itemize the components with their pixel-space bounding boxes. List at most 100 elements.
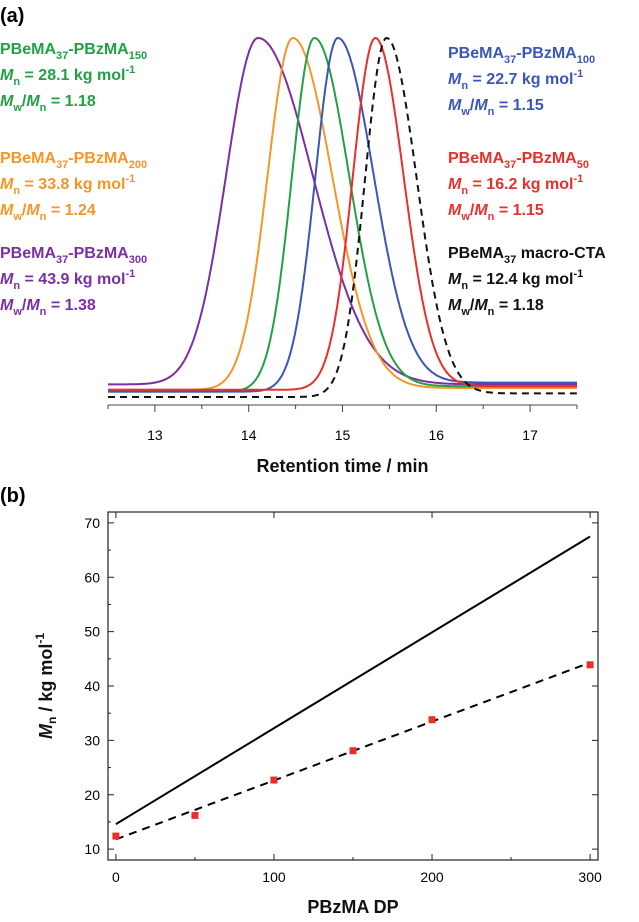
mn-exp: -1 [573, 173, 583, 185]
annotation-mn: Mn = 22.7 kg mol-1 [448, 68, 583, 92]
mn-symbol-sub: n [13, 185, 20, 197]
mn-exp: -1 [573, 268, 583, 280]
slash: / [470, 97, 475, 114]
x-tick-label: 200 [420, 869, 444, 885]
annotation-name: PBeMA37-PBzMA100 [448, 45, 595, 66]
gpc-xtick-label: 16 [429, 427, 445, 443]
mn-symbol2: M [474, 97, 488, 114]
gpc-trace-0 [108, 36, 577, 386]
mn-sub2: n [40, 306, 47, 318]
mn-sub2: n [488, 211, 495, 223]
mn-sub2: n [40, 102, 47, 114]
annotation-name-mid: -PBzMA [68, 245, 129, 262]
mn-value: = 22.7 kg mol [468, 71, 573, 88]
mn-value: = 12.4 kg mol [468, 271, 573, 288]
y-title-rest: / kg mol [36, 644, 56, 717]
y-tick-label: 10 [84, 841, 100, 857]
y-tick-label: 20 [84, 787, 100, 803]
gpc-curves [108, 36, 577, 398]
annotation-name-sub: 37 [56, 50, 68, 62]
annotation-mn: Mn = 12.4 kg mol-1 [448, 268, 583, 292]
mw-symbol: M [0, 202, 14, 219]
y-tick-label: 30 [84, 732, 100, 748]
mw-symbol: M [448, 202, 462, 219]
data-point [349, 747, 357, 755]
mn-symbol: M [448, 271, 462, 288]
annotation-name-sub2: 200 [129, 159, 147, 171]
mn-symbol-sub: n [13, 280, 20, 292]
data-point [270, 776, 278, 784]
mn-value: = 43.9 kg mol [20, 271, 125, 288]
mn-exp: -1 [125, 64, 135, 76]
mn-symbol-sub: n [13, 76, 20, 88]
mw-sub: w [12, 102, 22, 114]
slash: / [22, 202, 27, 219]
annotation-name-mid: -PBzMA [68, 150, 129, 167]
gpc-trace-5 [108, 36, 577, 398]
annotation-name: PBeMA37-PBzMA50 [448, 150, 589, 171]
panel-b-label: (b) [0, 485, 26, 507]
annotation-name-main: PBeMA [0, 150, 56, 167]
annotation-name-sub2: 150 [129, 50, 147, 62]
annotation-name-main: PBeMA [448, 245, 504, 262]
annotation-name-sub: 37 [504, 54, 516, 66]
y-tick-label: 60 [84, 569, 100, 585]
annotation-name-main: PBeMA [0, 245, 56, 262]
annotation-dispersity: Mw/Mn = 1.15 [448, 97, 544, 118]
data-point [428, 716, 436, 724]
slash: / [22, 297, 27, 314]
gpc-trace-3 [108, 36, 577, 393]
annotation-name-sub2: 50 [577, 159, 589, 171]
data-point [112, 832, 120, 840]
mn-points [112, 661, 594, 840]
gpc-xtick-label: 13 [147, 427, 163, 443]
data-point [586, 661, 594, 669]
mn-symbol: M [0, 67, 14, 84]
annotation-name-sub: 37 [56, 159, 68, 171]
mn-value: = 16.2 kg mol [468, 176, 573, 193]
theory-line-solid [115, 535, 591, 825]
mn-sub2: n [488, 106, 495, 118]
annotation-name: PBeMA37 macro-CTA [448, 245, 606, 266]
annotation-name-mid: -PBzMA [68, 41, 129, 58]
mn-symbol: M [0, 176, 14, 193]
annotation-name-sub: 37 [56, 254, 68, 266]
mw-symbol: M [0, 297, 14, 314]
mw-sub: w [460, 306, 470, 318]
pdi-value: = 1.15 [494, 97, 543, 114]
y-tick-label: 70 [84, 515, 100, 531]
annotation-mn: Mn = 33.8 kg mol-1 [0, 173, 135, 197]
mw-symbol: M [448, 97, 462, 114]
annotation-dispersity: Mw/Mn = 1.24 [0, 202, 96, 223]
data-point [191, 811, 199, 819]
mn-sub2: n [488, 306, 495, 318]
mn-vs-dp-chart: 0 100 200 300 10 20 30 40 50 60 70 PBzMA DP Mn / k… [33, 511, 602, 917]
y-title-exp: -1 [33, 633, 47, 644]
slash: / [470, 297, 475, 314]
mn-sub2: n [40, 211, 47, 223]
mn-lines [115, 535, 591, 841]
panel-a-label: (a) [0, 5, 24, 27]
annotation-mn: Mn = 43.9 kg mol-1 [0, 268, 135, 292]
pdi-value: = 1.24 [46, 202, 95, 219]
mn-symbol2: M [474, 297, 488, 314]
gpc-x-axis-title: Retention time / min [256, 456, 428, 476]
mn-symbol-sub: n [461, 280, 468, 292]
mn-symbol: M [0, 271, 14, 288]
mw-sub: w [460, 106, 470, 118]
annotation-name: PBeMA37-PBzMA300 [0, 245, 147, 266]
annotation-name-mid: -PBzMA [516, 150, 577, 167]
mn-value: = 33.8 kg mol [20, 176, 125, 193]
mn-exp: -1 [125, 173, 135, 185]
gpc-x-ticks: 13 14 15 16 17 [107, 405, 578, 443]
mw-symbol: M [0, 93, 14, 110]
mw-sub: w [12, 306, 22, 318]
gpc-trace-4 [108, 36, 577, 391]
gpc-xtick-label: 15 [335, 427, 351, 443]
mn-symbol2: M [26, 297, 40, 314]
gpc-chart: 13 14 15 16 17 Retention time / min PBeMA37-… [0, 36, 606, 476]
annotation-dispersity: Mw/Mn = 1.18 [448, 297, 544, 318]
y-title-m: M [36, 723, 56, 739]
mw-symbol: M [448, 297, 462, 314]
